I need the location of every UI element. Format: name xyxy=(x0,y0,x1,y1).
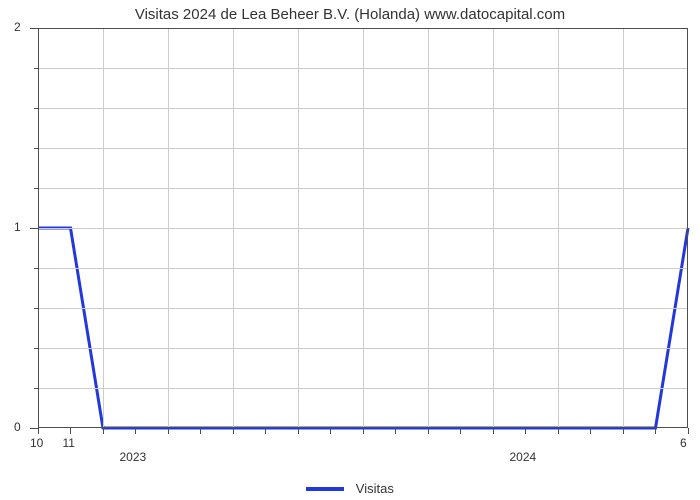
legend: Visitas xyxy=(0,480,700,496)
border-bottom xyxy=(38,427,688,428)
xtick xyxy=(168,428,169,434)
xtick xyxy=(460,428,461,434)
chart-title: Visitas 2024 de Lea Beheer B.V. (Holanda… xyxy=(0,6,700,23)
grid-v xyxy=(103,28,104,428)
ytick-major xyxy=(30,228,38,229)
legend-swatch xyxy=(306,487,344,491)
x-year-label: 2024 xyxy=(510,450,537,464)
border-left xyxy=(38,28,39,428)
xtick xyxy=(363,428,364,434)
plot-area: 0121011620232024 xyxy=(38,28,688,428)
grid-v xyxy=(168,28,169,428)
legend-label: Visitas xyxy=(356,481,394,496)
xtick xyxy=(655,428,656,434)
chart-container: Visitas 2024 de Lea Beheer B.V. (Holanda… xyxy=(0,0,700,500)
xtick xyxy=(428,428,429,434)
xtick-label: 10 xyxy=(30,436,43,450)
grid-v xyxy=(363,28,364,428)
grid-v xyxy=(298,28,299,428)
xtick xyxy=(70,428,71,434)
xtick xyxy=(395,428,396,434)
border-top xyxy=(38,28,688,29)
ytick-major xyxy=(30,28,38,29)
xtick-label: 11 xyxy=(63,436,75,450)
xtick xyxy=(590,428,591,434)
xtick xyxy=(493,428,494,434)
xtick xyxy=(233,428,234,434)
grid-v xyxy=(233,28,234,428)
grid-v xyxy=(623,28,624,428)
xtick xyxy=(688,428,689,434)
grid-v xyxy=(493,28,494,428)
grid-v xyxy=(428,28,429,428)
xtick xyxy=(38,428,39,434)
xtick-label: 6 xyxy=(680,436,687,450)
xtick xyxy=(623,428,624,434)
grid-v xyxy=(558,28,559,428)
xtick xyxy=(103,428,104,434)
xtick xyxy=(265,428,266,434)
xtick xyxy=(330,428,331,434)
xtick xyxy=(298,428,299,434)
xtick xyxy=(200,428,201,434)
border-right xyxy=(687,28,688,428)
x-year-label: 2023 xyxy=(120,450,147,464)
xtick xyxy=(558,428,559,434)
xtick xyxy=(525,428,526,434)
xtick xyxy=(135,428,136,434)
